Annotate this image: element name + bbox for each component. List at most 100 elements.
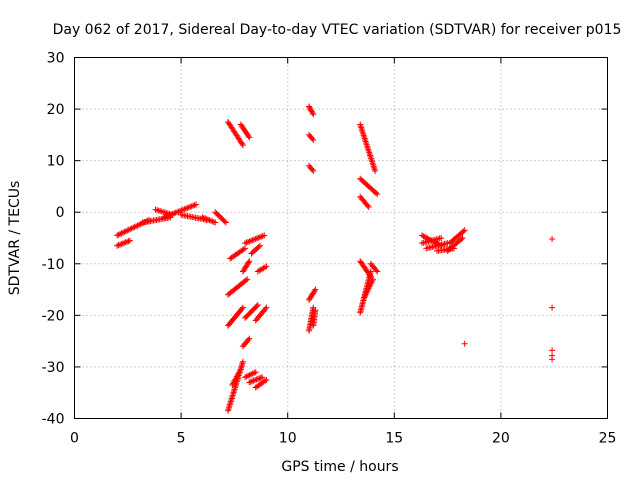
x-tick-label: 5 bbox=[177, 431, 186, 447]
data-point bbox=[242, 240, 249, 247]
data-point bbox=[172, 209, 179, 216]
data-point bbox=[134, 222, 141, 229]
data-point bbox=[124, 227, 131, 234]
data-point bbox=[310, 137, 317, 144]
data-point bbox=[238, 305, 245, 312]
data-point bbox=[419, 232, 426, 239]
data-point bbox=[261, 264, 268, 271]
data-point bbox=[311, 287, 318, 294]
data-point bbox=[199, 214, 206, 221]
data-point bbox=[243, 239, 250, 246]
data-point bbox=[374, 191, 381, 198]
data-point bbox=[253, 303, 260, 310]
data-point bbox=[549, 304, 556, 311]
data-point bbox=[133, 223, 140, 230]
data-point bbox=[169, 210, 176, 217]
data-point bbox=[163, 213, 170, 220]
data-point bbox=[424, 235, 431, 242]
data-point bbox=[206, 217, 213, 224]
data-point bbox=[246, 238, 253, 245]
chart-title: Day 062 of 2017, Sidereal Day-to-day VTE… bbox=[53, 22, 622, 38]
data-point bbox=[252, 377, 259, 384]
data-point bbox=[309, 166, 316, 173]
y-tick-label: -20 bbox=[42, 308, 65, 324]
data-point bbox=[306, 103, 313, 110]
data-point bbox=[261, 232, 268, 239]
data-point bbox=[458, 236, 465, 243]
data-point bbox=[161, 214, 168, 221]
x-tick-label: 20 bbox=[492, 431, 510, 447]
data-point bbox=[165, 212, 172, 219]
data-point bbox=[262, 305, 269, 312]
y-axis-label: SDTVAR / TECUs bbox=[7, 181, 23, 296]
data-point bbox=[135, 221, 142, 228]
y-tick-label: 20 bbox=[47, 102, 65, 118]
data-point bbox=[118, 241, 125, 248]
data-point bbox=[247, 237, 254, 244]
data-point bbox=[373, 267, 380, 274]
data-point bbox=[255, 243, 262, 250]
data-point bbox=[372, 167, 379, 174]
data-point bbox=[207, 217, 214, 224]
data-point bbox=[461, 227, 468, 234]
data-point bbox=[122, 239, 129, 246]
data-point bbox=[312, 286, 319, 293]
data-point bbox=[369, 276, 376, 283]
data-point bbox=[263, 304, 270, 311]
data-point bbox=[421, 233, 428, 240]
data-point bbox=[125, 238, 132, 245]
data-point bbox=[166, 212, 173, 219]
data-point bbox=[246, 258, 253, 265]
data-point bbox=[191, 202, 198, 209]
data-point bbox=[247, 378, 254, 385]
data-point bbox=[256, 234, 263, 241]
data-point bbox=[246, 335, 253, 342]
data-point bbox=[263, 376, 270, 383]
data-point bbox=[175, 208, 182, 215]
data-point bbox=[249, 237, 256, 244]
data-point bbox=[259, 233, 266, 240]
data-point bbox=[246, 134, 253, 141]
data-point bbox=[250, 236, 257, 243]
data-point bbox=[252, 369, 259, 376]
data-point bbox=[221, 218, 228, 225]
y-tick-label: -30 bbox=[42, 360, 65, 376]
axis-ticks: 0 5 10 15 20 25 30 20 10 0 -10 -20 -30 -40 bbox=[42, 51, 617, 447]
data-point bbox=[222, 219, 229, 226]
data-point bbox=[308, 108, 315, 115]
data-point bbox=[256, 375, 263, 382]
data-point bbox=[549, 347, 556, 354]
data-point bbox=[365, 204, 372, 211]
data-point bbox=[212, 219, 219, 226]
data-point bbox=[255, 234, 262, 241]
grid-lines bbox=[74, 57, 608, 419]
data-point bbox=[239, 140, 246, 147]
data-point bbox=[246, 379, 253, 386]
data-points bbox=[114, 103, 556, 414]
data-point bbox=[310, 167, 317, 174]
data-point bbox=[259, 374, 266, 381]
data-point bbox=[181, 206, 188, 213]
data-point bbox=[202, 215, 209, 222]
data-point bbox=[237, 367, 244, 374]
data-point bbox=[309, 109, 316, 116]
data-point bbox=[115, 242, 122, 249]
data-point bbox=[122, 228, 129, 235]
data-point bbox=[256, 242, 263, 249]
data-point bbox=[171, 210, 178, 217]
plot-frame bbox=[74, 57, 608, 419]
data-point bbox=[364, 202, 371, 209]
data-point bbox=[549, 236, 556, 243]
data-point bbox=[245, 259, 252, 266]
data-point bbox=[373, 190, 380, 197]
data-point bbox=[115, 231, 122, 238]
data-point bbox=[126, 237, 133, 244]
data-point bbox=[250, 377, 257, 384]
x-tick-label: 25 bbox=[599, 431, 617, 447]
data-point bbox=[187, 203, 194, 210]
data-point bbox=[114, 232, 121, 239]
y-tick-label: 30 bbox=[47, 51, 65, 67]
data-point bbox=[185, 204, 192, 211]
data-point bbox=[193, 201, 200, 208]
y-tick-label: -40 bbox=[42, 412, 65, 428]
